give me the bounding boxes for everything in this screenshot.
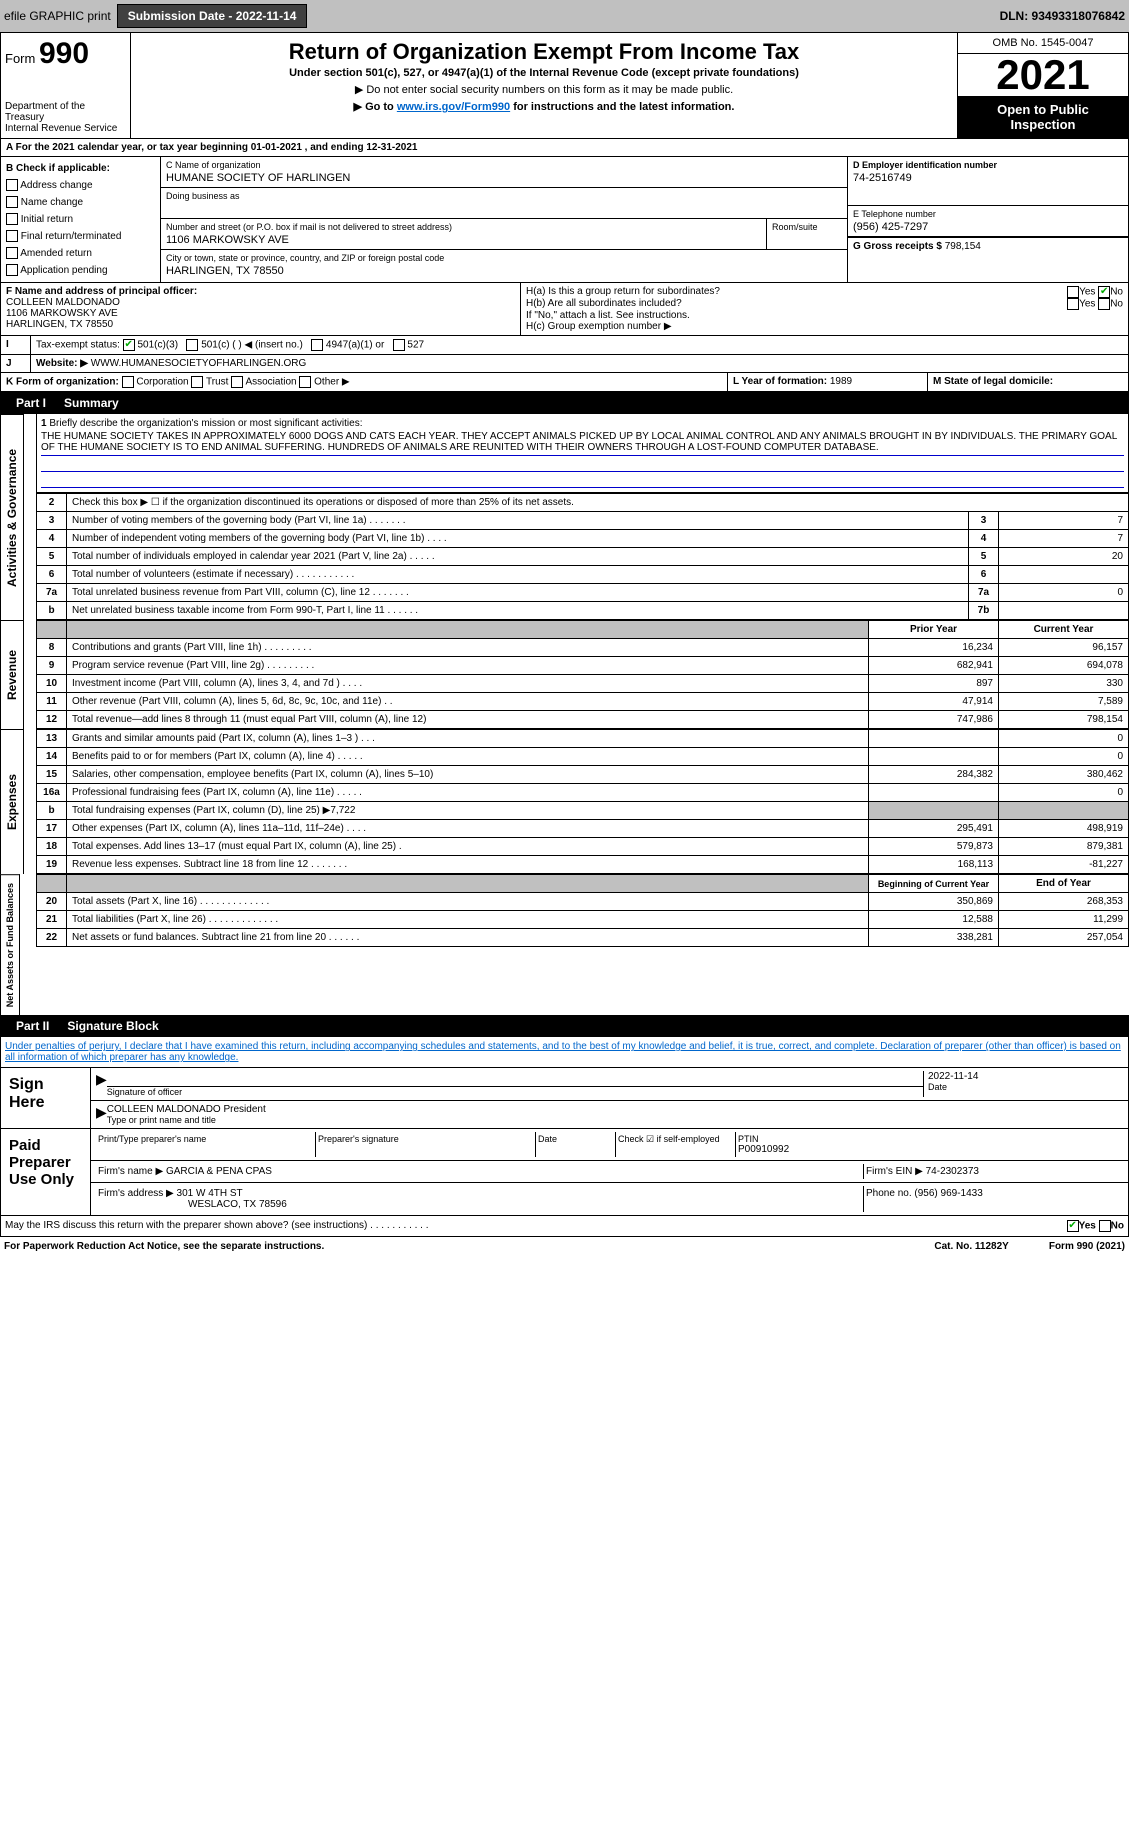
footer: For Paperwork Reduction Act Notice, see … [0, 1237, 1129, 1256]
governance-table: 2Check this box ▶ ☐ if the organization … [36, 493, 1129, 620]
org-name: HUMANE SOCIETY OF HARLINGEN [166, 172, 842, 184]
year-formed: 1989 [830, 376, 852, 387]
form-subtitle: Under section 501(c), 527, or 4947(a)(1)… [137, 67, 951, 79]
dept-label: Department of the Treasury [5, 101, 126, 123]
section-a-row: A For the 2021 calendar year, or tax yea… [0, 139, 1129, 157]
part2-header: Part II Signature Block [0, 1015, 1129, 1037]
right-info: D Employer identification number74-25167… [848, 157, 1128, 282]
part1-header: Part I Summary [0, 392, 1129, 414]
firm-ein: 74-2302373 [926, 1166, 979, 1177]
row-j: J Website: ▶ WWW.HUMANESOCIETYOFHARLINGE… [0, 355, 1129, 373]
phone-value: (956) 425-7297 [853, 221, 936, 233]
note3: for instructions and the latest informat… [510, 101, 734, 113]
tab-expenses: Expenses [0, 729, 24, 874]
v6 [999, 566, 1129, 584]
inspection-notice: Open to Public Inspection [958, 96, 1128, 138]
summary-section: Activities & Governance 1 Briefly descri… [0, 414, 1129, 620]
website: WWW.HUMANESOCIETYOFHARLINGEN.ORG [91, 358, 307, 369]
firm-phone: (956) 969-1433 [914, 1188, 982, 1199]
chk-pending[interactable] [6, 264, 18, 276]
form-word: Form [5, 51, 35, 66]
main-info-row: B Check if applicable: Address change Na… [0, 157, 1129, 283]
tax-year: 2021 [958, 54, 1128, 96]
tab-revenue: Revenue [0, 620, 24, 729]
org-city: HARLINGEN, TX 78550 [166, 265, 842, 277]
discuss-row: May the IRS discuss this return with the… [0, 1216, 1129, 1237]
chk-final[interactable] [6, 230, 18, 242]
v4: 7 [999, 530, 1129, 548]
form-title: Return of Organization Exempt From Incom… [137, 39, 951, 65]
chk-name[interactable] [6, 196, 18, 208]
mission-block: 1 Briefly describe the organization's mi… [36, 414, 1129, 493]
row-i: I Tax-exempt status: 501(c)(3) 501(c) ( … [0, 336, 1129, 355]
tab-governance: Activities & Governance [0, 414, 24, 620]
ptin: P00910992 [738, 1144, 1121, 1155]
box-b: B Check if applicable: Address change Na… [1, 157, 161, 282]
v7b [999, 602, 1129, 620]
revenue-table: Prior YearCurrent Year 8Contributions an… [36, 620, 1129, 729]
chk-501c3[interactable] [123, 339, 135, 351]
officer-name: COLLEEN MALDONADO [6, 297, 515, 308]
netassets-table: Beginning of Current YearEnd of Year 20T… [36, 874, 1129, 947]
v3: 7 [999, 512, 1129, 530]
note1: ▶ Do not enter social security numbers o… [137, 83, 951, 96]
row-klm: K Form of organization: Corporation Trus… [0, 373, 1129, 392]
irs-label: Internal Revenue Service [5, 123, 126, 134]
declaration: Under penalties of perjury, I declare th… [0, 1037, 1129, 1068]
chk-discuss-no[interactable] [1099, 1220, 1111, 1232]
box-c: C Name of organizationHUMANE SOCIETY OF … [161, 157, 848, 282]
signer-name: COLLEEN MALDONADO President [107, 1104, 1123, 1115]
firm-name: GARCIA & PENA CPAS [166, 1166, 272, 1177]
officer-row: F Name and address of principal officer:… [0, 283, 1129, 336]
box-b-label: B Check if applicable: [6, 163, 110, 174]
paid-preparer: Paid Preparer Use Only Print/Type prepar… [0, 1129, 1129, 1216]
gross-receipts: 798,154 [945, 241, 981, 252]
dln-label: DLN: 93493318076842 [1000, 9, 1125, 23]
form-header: Form 990 Department of the Treasury Inte… [0, 32, 1129, 139]
header-left: Form 990 Department of the Treasury Inte… [1, 33, 131, 138]
tab-netassets: Net Assets or Fund Balances [0, 874, 20, 1015]
note2: ▶ Go to [354, 101, 397, 113]
chk-address[interactable] [6, 179, 18, 191]
sign-here: Sign Here ▶Signature of officer2022-11-1… [0, 1068, 1129, 1129]
v7a: 0 [999, 584, 1129, 602]
sec-a-text: For the 2021 calendar year, or tax year … [16, 142, 418, 153]
form-number: 990 [39, 37, 89, 70]
chk-initial[interactable] [6, 213, 18, 225]
expenses-table: 13Grants and similar amounts paid (Part … [36, 729, 1129, 874]
box-f: F Name and address of principal officer:… [1, 283, 521, 335]
box-h: H(a) Is this a group return for subordin… [521, 283, 1128, 335]
irs-link[interactable]: www.irs.gov/Form990 [397, 101, 510, 113]
submission-btn[interactable]: Submission Date - 2022-11-14 [117, 4, 308, 28]
v5: 20 [999, 548, 1129, 566]
mission-text: THE HUMANE SOCIETY TAKES IN APPROXIMATEL… [41, 429, 1124, 456]
chk-amended[interactable] [6, 247, 18, 259]
top-bar: efile GRAPHIC print Submission Date - 20… [0, 0, 1129, 32]
chk-discuss-yes[interactable] [1067, 1220, 1079, 1232]
ein-value: 74-2516749 [853, 172, 997, 184]
org-addr: 1106 MARKOWSKY AVE [166, 234, 761, 246]
header-mid: Return of Organization Exempt From Incom… [131, 33, 958, 138]
efile-label: efile GRAPHIC print [4, 9, 111, 23]
header-right: OMB No. 1545-0047 2021 Open to Public In… [958, 33, 1128, 138]
